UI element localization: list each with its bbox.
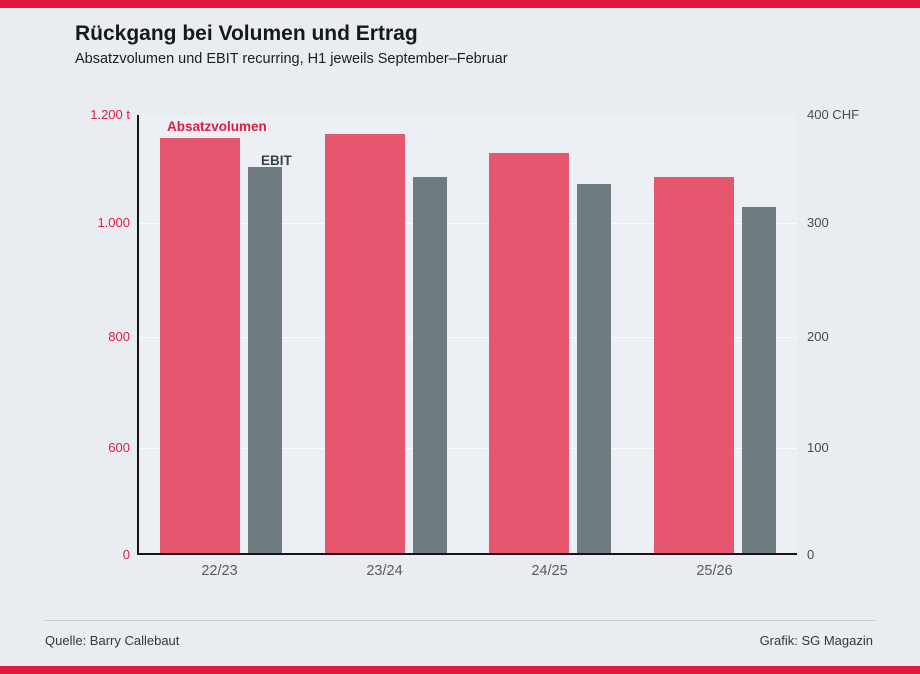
chart-subtitle: Absatzvolumen und EBIT recurring, H1 jew… [75,51,508,67]
bar-group-2425 [468,115,633,553]
chart-title: Rückgang bei Volumen und Ertrag [75,22,418,45]
right-axis-tick-100: 100 [807,440,829,455]
ebit-bar-2425 [577,184,612,553]
bar-group-2526 [633,115,798,553]
bar-group-2223 [139,115,304,553]
volume-bar-2425 [489,153,570,553]
top-red-stripe [0,0,920,8]
left-axis-tick-1200: 1.200 t [90,107,130,122]
volume-bar-2324 [324,134,405,553]
volume-series-label: Absatzvolumen [167,119,267,134]
ebit-bar-2324 [412,177,447,553]
ebit-series-label: EBIT [261,153,292,168]
ebit-bar-2223 [248,167,283,553]
x-label-2425: 24/25 [531,563,568,579]
right-axis-tick-0: 0 [807,547,815,562]
plot-area: Absatzvolumen EBIT [137,115,797,555]
right-axis-tick-300: 300 [807,215,829,230]
graphic-credit: Grafik: SG Magazin [759,633,873,648]
bottom-red-stripe [0,666,920,674]
x-label-2324: 23/24 [366,563,403,579]
gridline [139,337,797,338]
source-credit: Quelle: Barry Callebaut [45,633,180,648]
volume-bar-2526 [653,177,734,553]
volume-bar-2223 [160,138,241,553]
gridline [139,223,797,224]
bar-group-2324 [304,115,469,553]
left-axis-tick-800: 800 [108,329,130,344]
gridline [139,448,797,449]
footer-divider [45,620,875,621]
left-axis-tick-0: 0 [122,547,130,562]
right-axis-tick-200: 200 [807,329,829,344]
x-axis-labels: 22/23 23/24 24/25 25/26 [137,563,797,579]
x-label-2526: 25/26 [696,563,733,579]
x-label-2223: 22/23 [201,563,238,579]
left-axis-tick-1000: 1.000 [97,215,130,230]
left-axis-tick-600: 600 [108,440,130,455]
ebit-bar-2526 [741,207,776,553]
right-axis-tick-400: 400 CHF [807,107,860,122]
